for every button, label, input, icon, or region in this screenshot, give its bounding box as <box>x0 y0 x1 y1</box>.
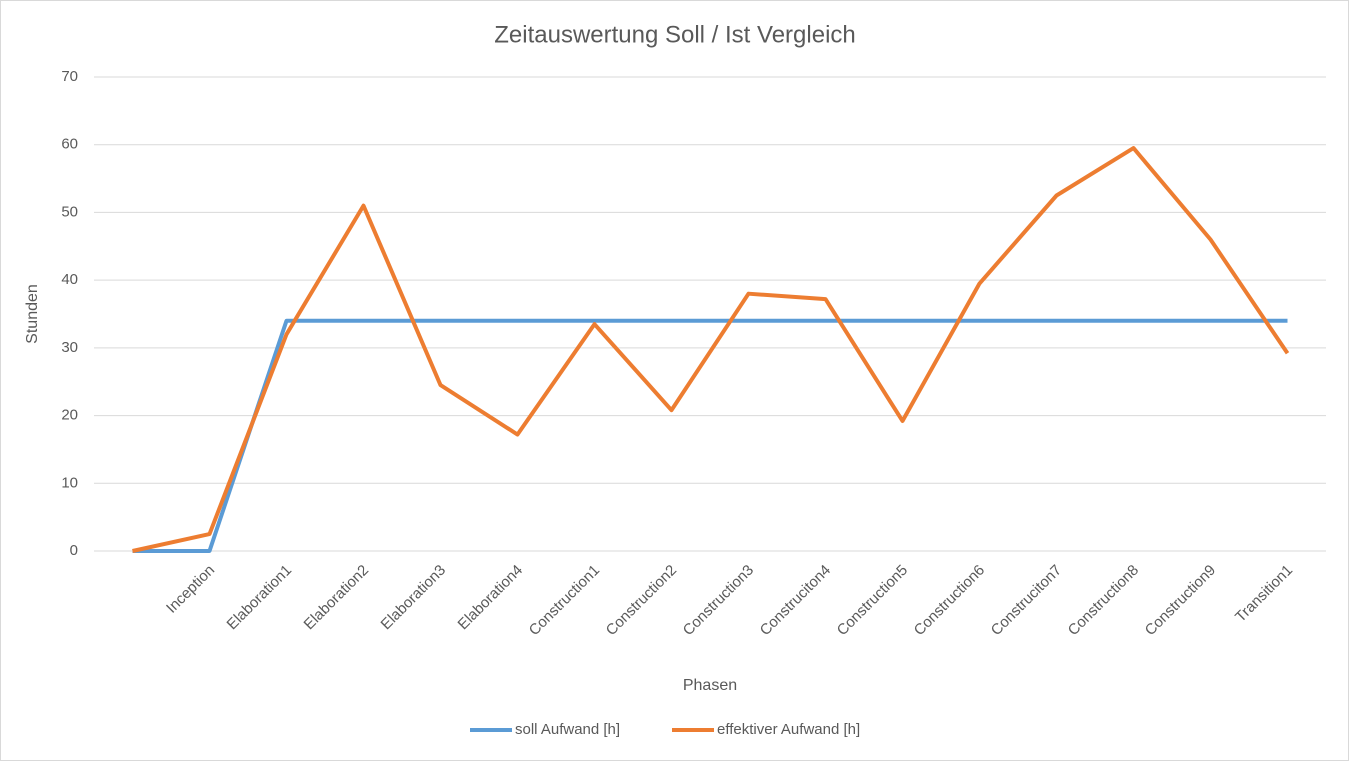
y-tick-label: 30 <box>61 339 78 356</box>
y-tick-label: 70 <box>61 68 78 85</box>
legend-label: effektiver Aufwand [h] <box>717 721 860 738</box>
y-tick-label: 60 <box>61 136 78 153</box>
legend-label: soll Aufwand [h] <box>515 721 620 738</box>
y-tick-label: 0 <box>70 542 78 559</box>
y-tick-label: 50 <box>61 203 78 220</box>
series-line <box>132 146 1290 553</box>
y-tick-label: 10 <box>61 474 78 491</box>
y-tick-label: 20 <box>61 407 78 424</box>
chart-title: Zeitauswertung Soll / Ist Vergleich <box>494 21 856 48</box>
x-axis-label: Phasen <box>683 677 737 694</box>
y-axis-label: Stunden <box>24 284 41 344</box>
y-tick-label: 40 <box>61 271 78 288</box>
series-line <box>132 318 1288 553</box>
